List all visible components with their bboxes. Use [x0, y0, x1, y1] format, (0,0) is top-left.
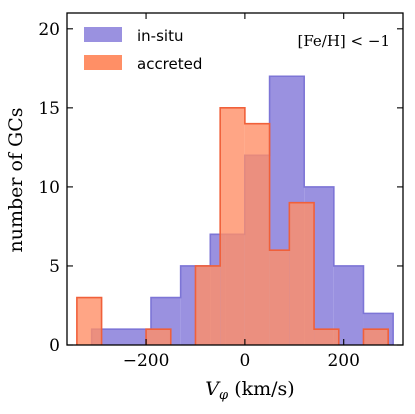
bar-accreted-0: [76, 297, 102, 345]
y-tick-label: 5: [49, 257, 60, 277]
bar-accreted-2: [195, 265, 221, 345]
metallicity-annotation: [Fe/H] < −1: [297, 32, 390, 50]
legend: in-situ accreted: [84, 27, 202, 73]
bar-accreted-8: [363, 329, 389, 345]
legend-label-in-situ: in-situ: [137, 27, 183, 45]
plot-frame: [66, 12, 404, 346]
x-axis-label: Vφ (km/s): [205, 378, 294, 403]
outline-accreted: [76, 107, 389, 345]
x-tick-label: 0: [239, 351, 250, 371]
bar-accreted-7: [314, 329, 339, 345]
legend-swatch-in-situ: [84, 27, 122, 42]
series-accreted: [76, 107, 389, 346]
y-axis-label: number of GCs: [5, 108, 27, 253]
plot-area: [76, 75, 394, 346]
y-tick-label: 20: [38, 20, 60, 40]
x-axis-label-symbol: V: [205, 378, 221, 400]
y-tick-label: 10: [38, 178, 60, 198]
legend-swatch-accreted: [84, 55, 122, 70]
y-tick-label: 15: [38, 99, 60, 119]
x-axis-label-unit: (km/s): [234, 378, 295, 400]
axes: −200 0 200 0 5 10 15 20: [38, 12, 404, 371]
x-axis-label-subscript: φ: [219, 388, 229, 403]
bar-in-situ-0: [91, 329, 151, 345]
bar-accreted-5: [269, 250, 290, 345]
bar-accreted-6: [289, 202, 315, 345]
bar-accreted-1: [146, 329, 171, 345]
legend-label-accreted: accreted: [137, 55, 202, 73]
x-tick-label: 200: [327, 351, 359, 371]
bar-accreted-4: [244, 123, 270, 346]
bar-accreted-3: [220, 107, 245, 345]
x-tick-label: −200: [123, 351, 170, 371]
y-tick-label: 0: [49, 336, 60, 356]
